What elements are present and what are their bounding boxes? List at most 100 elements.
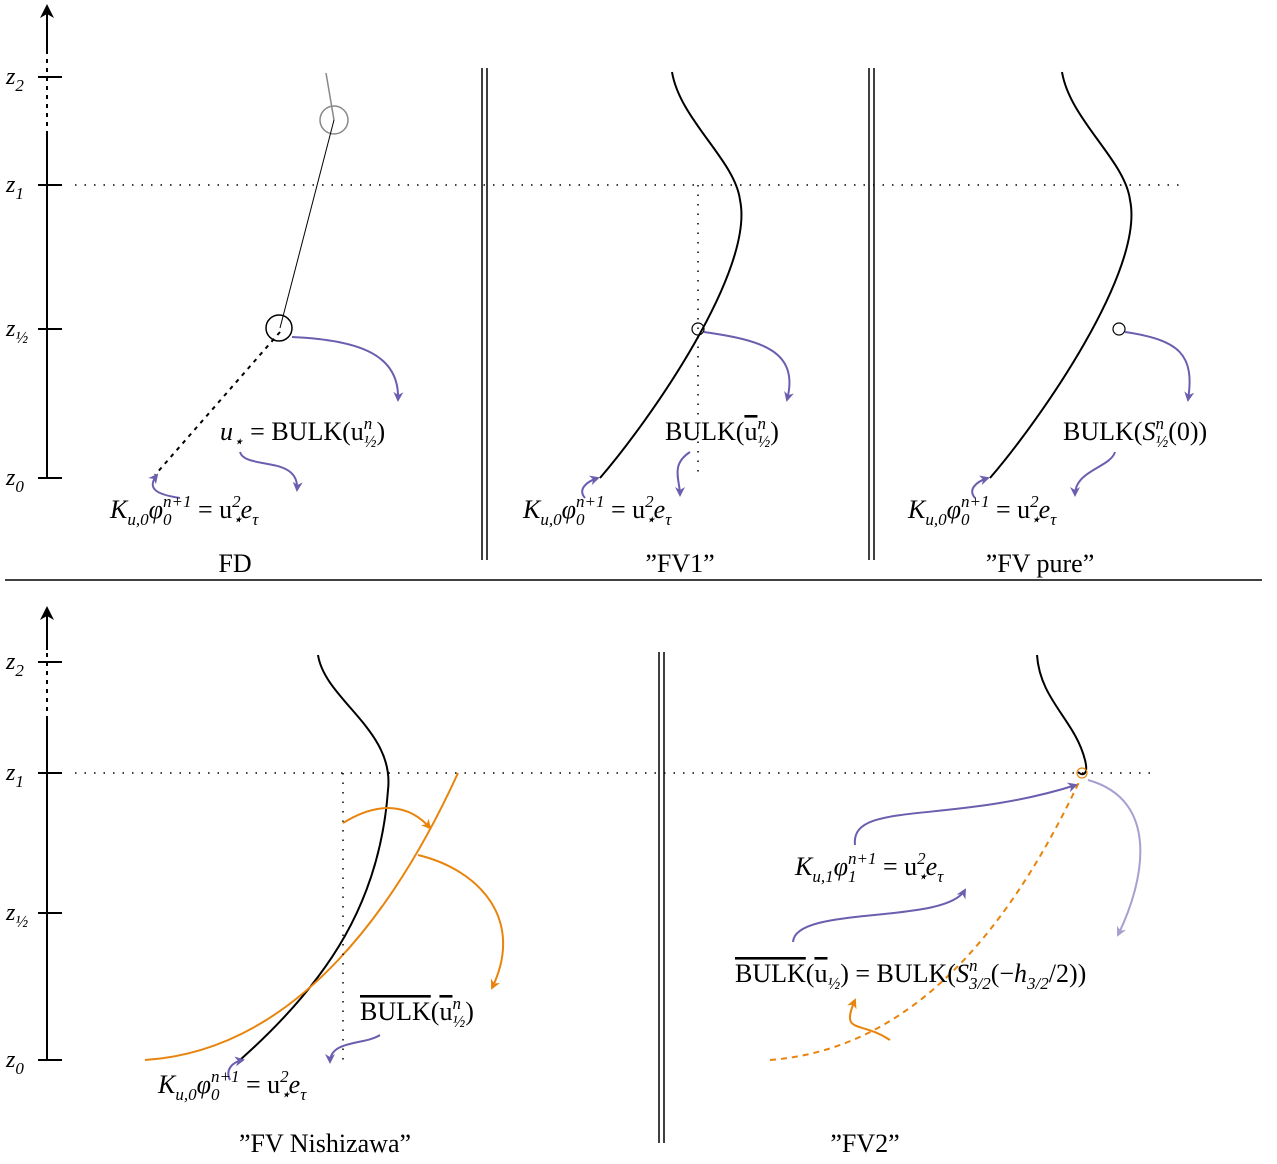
curve — [239, 654, 390, 1061]
axis-label: z0 — [5, 465, 24, 496]
formula: Ku,1φ1n+1 = u⋆2eτ — [794, 849, 944, 886]
formula-part: BULK( — [665, 417, 744, 446]
formula-part: 0 — [15, 1059, 24, 1078]
formula-part: z — [5, 172, 16, 198]
formula-part: BULK — [360, 997, 431, 1026]
formula-part: e — [241, 495, 253, 524]
cell — [1076, 767, 1088, 779]
formula-part: u — [814, 959, 827, 988]
axis-label: z1 — [5, 172, 24, 203]
formula-part: ⋆ — [233, 432, 244, 451]
formula-part: u — [439, 997, 452, 1026]
arrow — [148, 473, 181, 499]
formula-part: ) — [465, 997, 474, 1026]
formula-part: K — [109, 495, 129, 524]
formula-part: ½ — [15, 328, 28, 347]
arrow — [227, 1056, 245, 1081]
formula-part: 0 — [961, 510, 970, 529]
arrow — [847, 998, 891, 1041]
curve — [599, 71, 743, 479]
ticks — [38, 76, 62, 479]
panel-label: FD — [218, 549, 251, 578]
ticks — [38, 661, 62, 1061]
formula-part: (0)) — [1168, 417, 1207, 446]
fd-cell — [319, 105, 349, 135]
panel-label: ”FV1” — [645, 549, 714, 578]
formula: BULK(u½) = BULK(Sn 3/2(−h3/2/2)) — [735, 956, 1086, 993]
formula-part: τ — [252, 510, 259, 529]
formula-part: 2 — [1030, 492, 1039, 511]
formula-part: u,0 — [925, 510, 947, 529]
arrow — [239, 451, 303, 492]
formula-part: τ — [1050, 510, 1057, 529]
formula-part: ½ — [452, 1012, 465, 1031]
panel-label: ”FV Nishizawa” — [239, 1129, 411, 1158]
formula-part: ⋆ — [280, 1085, 291, 1104]
formula: Ku,0φ0n+1 = u⋆2eτ — [907, 492, 1057, 529]
formula-part: z — [5, 900, 16, 926]
formula-part: ( — [431, 997, 440, 1026]
formula-part: ⋆ — [917, 867, 928, 886]
formula-part: z — [5, 465, 16, 491]
axis-label: z½ — [5, 900, 28, 931]
formula-part: ⋆ — [645, 510, 656, 529]
axis-label: z0 — [5, 1047, 24, 1078]
formula-part: 0 — [211, 1085, 220, 1104]
formula-part: 2 — [232, 492, 241, 511]
formula-part: e — [654, 495, 666, 524]
separators — [5, 68, 1262, 1143]
formula-part: e — [289, 1070, 301, 1099]
orange-curve — [144, 772, 459, 1061]
axis-label: z½ — [5, 316, 28, 347]
formula-part: S — [956, 959, 969, 988]
formula-part: K — [157, 1070, 177, 1099]
formula-part: 2 — [917, 849, 926, 868]
axis-label: z2 — [5, 649, 24, 680]
formula-part: n+1 — [576, 492, 604, 511]
formula-part: h — [1014, 959, 1027, 988]
formula-part: ) — [770, 417, 779, 446]
formula-part: φ — [197, 1070, 211, 1099]
formula-part: 1 — [15, 184, 24, 203]
formula-part: φ — [562, 495, 576, 524]
formula-part: ½ — [827, 974, 840, 993]
formula: BULK(un ½) — [360, 994, 474, 1031]
formula-part: ⋆ — [1030, 510, 1041, 529]
formula-part: 2 — [15, 76, 24, 95]
arrow — [703, 331, 794, 402]
formula-part: ½ — [757, 432, 770, 451]
formula-part: = u — [239, 1070, 280, 1099]
formula-part: 2 — [280, 1067, 289, 1086]
formula-part: z — [5, 649, 16, 675]
formula-part: τ — [300, 1085, 307, 1104]
formula-part: z — [5, 316, 16, 342]
arrow — [1087, 779, 1142, 937]
formula-part: z — [5, 64, 16, 90]
formula-part: u,0 — [540, 510, 562, 529]
formula: BULK(Sn ½(0)) — [1063, 414, 1207, 451]
formula-part: φ — [947, 495, 961, 524]
formula-part: (− — [991, 959, 1014, 988]
formula-part: ) = BULK( — [840, 959, 956, 988]
curve — [989, 71, 1133, 479]
formula-part: ½ — [364, 432, 377, 451]
fd-dashed — [154, 331, 281, 476]
arrow — [581, 475, 600, 499]
formula-part: n — [364, 414, 373, 433]
formula-part: ⋆ — [232, 510, 243, 529]
formula-part: K — [794, 852, 814, 881]
formula-part: u,1 — [812, 867, 833, 886]
formula: Ku,0φ0n+1 = u⋆2eτ — [157, 1067, 307, 1104]
arrow — [792, 888, 966, 943]
formula-part: z — [5, 760, 16, 786]
arrow — [1070, 451, 1116, 497]
arrow — [1124, 331, 1195, 402]
formula-part: n — [452, 994, 461, 1013]
formula-part: /2)) — [1049, 959, 1087, 988]
formula-part: 3/2 — [968, 974, 991, 993]
formula-part: ½ — [15, 912, 28, 931]
formula-part: n — [1155, 414, 1164, 433]
arrow — [674, 451, 691, 497]
formula-part: 3/2 — [1026, 974, 1049, 993]
formula-part: BULK( — [1063, 417, 1142, 446]
